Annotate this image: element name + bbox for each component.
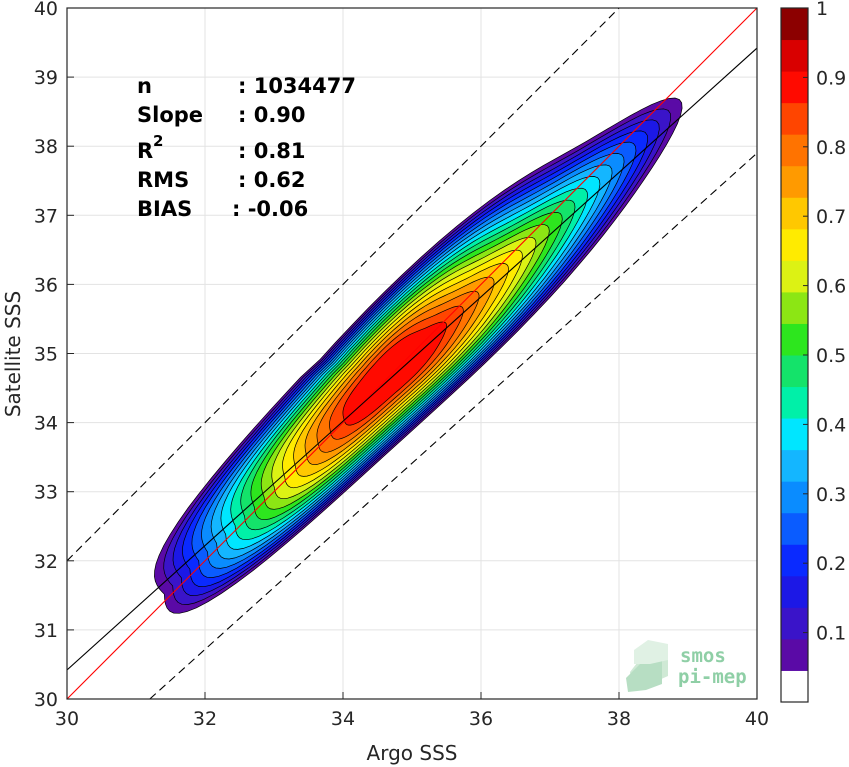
x-axis-ticks: 30 32 34 36 38 40 [55,692,769,730]
colorbar-segment [781,8,808,41]
colorbar-segment [781,134,808,167]
x-tick-label: 34 [331,708,355,730]
density-contours [154,97,683,614]
stat-r2-superscript: 2 [153,132,163,150]
y-axis-title: Satellite SSS [1,291,25,417]
colorbar-segment [781,228,808,261]
logo-graphic-icon [626,640,668,692]
stat-rms-value: : 0.62 [238,168,306,192]
colorbar-segment [781,355,808,388]
stat-bias-value: : -0.06 [232,197,308,221]
reference-line [67,8,620,562]
stat-bias-label: BIAS [137,197,192,221]
colorbar-tick-label: 0.2 [816,553,846,575]
y-tick-label: 35 [34,344,58,366]
density-contour-level [342,321,447,426]
stat-r2-label: R [137,139,153,163]
y-tick-label: 30 [34,689,58,711]
reference-line [149,152,757,699]
y-tick-label: 37 [34,205,58,227]
colorbar-tick-label: 0.8 [816,137,846,159]
colorbar [781,8,808,703]
colorbar-segment [781,418,808,451]
x-tick-label: 36 [469,708,493,730]
y-tick-label: 40 [34,0,58,20]
x-tick-label: 38 [607,708,631,730]
colorbar-tick-label: 0.9 [816,67,846,89]
colorbar-tick-label: 0.3 [816,484,846,506]
x-tick-label: 32 [193,708,217,730]
colorbar-tick-label: 0.1 [816,623,846,645]
y-tick-label: 38 [34,136,58,158]
reference-line [67,8,757,699]
colorbar-segment [781,102,808,135]
y-tick-label: 36 [34,274,58,296]
colorbar-ticks: 0.1 0.2 0.3 0.4 0.5 0.6 0.7 0.8 0.9 1 [803,0,846,645]
stat-slope-label: Slope [137,103,203,127]
reference-line [67,47,757,671]
colorbar-segment [781,39,808,72]
colorbar-segment [781,449,808,482]
stat-n-value: : 1034477 [238,74,356,98]
y-axis-ticks: 30 31 32 33 34 35 36 37 38 39 40 [34,0,74,711]
x-tick-label: 40 [745,708,769,730]
y-tick-label: 34 [34,413,58,435]
x-axis-title: Argo SSS [367,741,458,765]
colorbar-segment [781,71,808,104]
colorbar-tick-label: 0.5 [816,345,846,367]
colorbar-segment [781,607,808,640]
y-tick-label: 32 [34,551,58,573]
colorbar-segment [781,481,808,514]
stat-n-label: n [137,74,152,98]
colorbar-segment [781,575,808,608]
y-tick-label: 31 [34,620,58,642]
x-tick-label: 30 [55,708,79,730]
stats-annotation: n : 1034477 Slope : 0.90 R 2 : 0.81 RMS … [137,74,356,221]
colorbar-segment [781,670,808,703]
colorbar-segment [781,197,808,230]
colorbar-tick-label: 0.4 [816,414,846,436]
colorbar-segment [781,291,808,324]
logo-text-line2: pi-mep [678,666,747,688]
stat-r2-value: : 0.81 [238,139,306,163]
reference-lines [67,8,757,699]
colorbar-segment [781,260,808,293]
colorbar-segment [781,323,808,356]
colorbar-segment [781,386,808,419]
smos-pi-mep-logo: smos pi-mep [626,640,747,692]
colorbar-segment [781,638,808,671]
stat-rms-label: RMS [137,168,189,192]
colorbar-tick-label: 1 [816,0,828,20]
colorbar-segment [781,512,808,545]
colorbar-tick-label: 0.6 [816,276,846,298]
logo-text-line1: smos [680,645,726,667]
y-tick-label: 33 [34,482,58,504]
colorbar-segment [781,544,808,577]
y-tick-label: 39 [34,67,58,89]
colorbar-tick-label: 0.7 [816,206,846,228]
stat-slope-value: : 0.90 [238,103,306,127]
colorbar-segment [781,165,808,198]
